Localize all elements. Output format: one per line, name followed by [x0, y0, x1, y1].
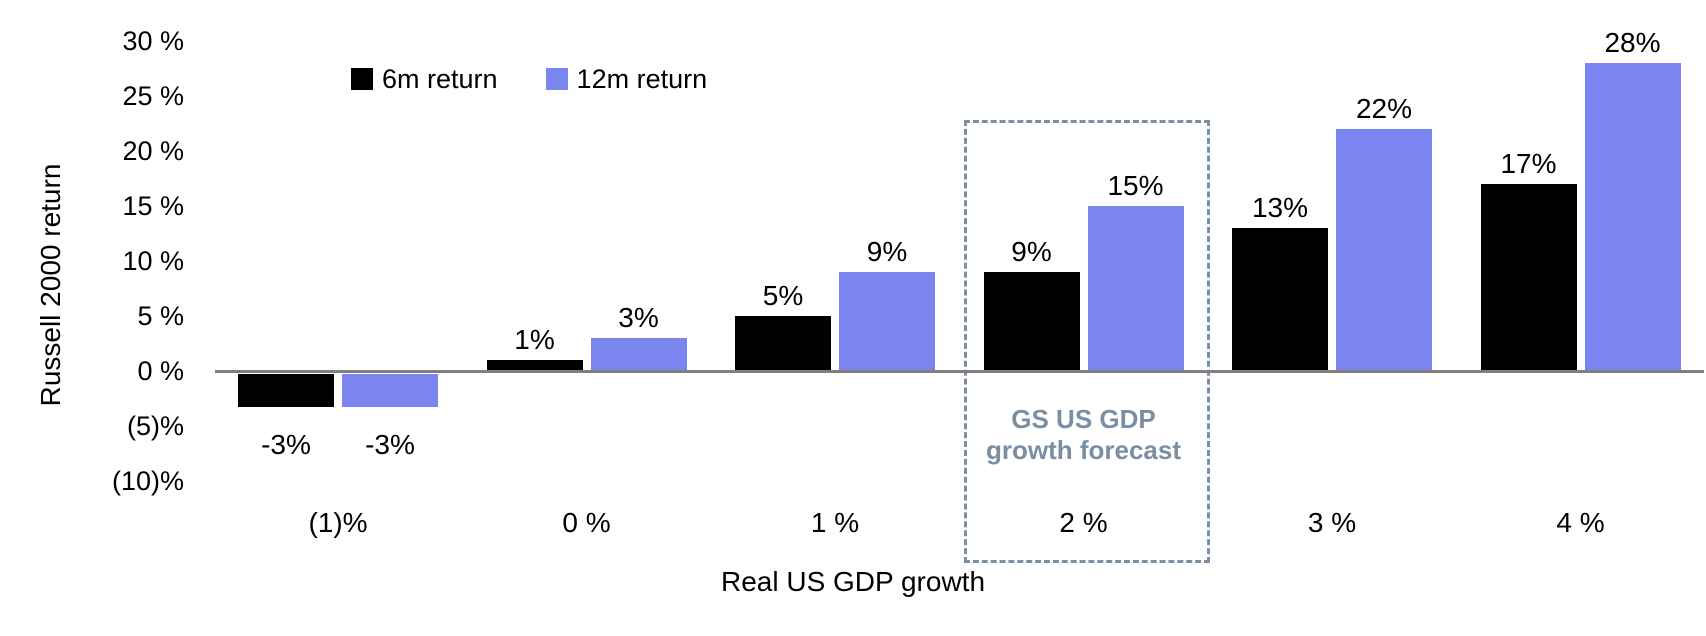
bar-6m-return [735, 316, 831, 371]
bar-12m-return [839, 272, 935, 371]
bar-6m-return [238, 374, 334, 407]
y-tick-label: 0 % [137, 356, 184, 386]
bar-12m-return [342, 374, 438, 407]
bar-value-label: 13% [1251, 192, 1309, 223]
bar-value-label: 5% [762, 280, 804, 311]
bar-6m-return [1232, 228, 1328, 371]
bar-12m-return [1336, 129, 1432, 371]
y-tick-label: 30 % [122, 26, 184, 56]
forecast-annotation-line2: growth forecast [985, 435, 1182, 466]
legend-label-12m-return: 12m return [576, 64, 708, 94]
forecast-annotation: GS US GDP growth forecast [964, 404, 1204, 466]
legend-item-12m-return: 12m return [545, 64, 708, 94]
legend-item-6m-return: 6m return [351, 64, 498, 94]
bar-6m-return [1480, 184, 1577, 371]
legend: 6m return 12m return [351, 64, 708, 94]
x-tick-label: 3 % [1307, 507, 1357, 538]
y-tick-label: 15 % [122, 191, 184, 221]
x-tick-label: 0 % [562, 507, 611, 538]
x-axis-title: Real US GDP growth [720, 566, 986, 597]
legend-label-6m-return: 6m return [382, 64, 498, 94]
bar-6m-return [486, 360, 583, 371]
bar-value-label: 22% [1355, 93, 1413, 124]
bar-6m-return [983, 272, 1080, 371]
legend-swatch-12m-return [545, 68, 568, 90]
bar-value-label: 9% [866, 236, 908, 267]
bar-value-label: -3% [261, 429, 311, 460]
y-tick-label: 10 % [122, 246, 184, 276]
x-tick-label: 4 % [1556, 507, 1605, 538]
y-tick-label: 5 % [137, 301, 184, 331]
bar-value-label: 1% [514, 324, 555, 355]
bar-value-label: 9% [1011, 236, 1052, 267]
zero-axis-line [215, 370, 1704, 373]
y-tick-label: (10)% [111, 466, 184, 496]
x-tick-label: (1)% [308, 507, 368, 538]
forecast-highlight-box [963, 120, 1210, 563]
bar-12m-return [1087, 206, 1184, 371]
bar-value-label: 3% [618, 302, 659, 333]
x-tick-label: 1 % [810, 507, 860, 538]
bar-12m-return [1584, 63, 1681, 371]
bar-value-label: 28% [1604, 27, 1661, 58]
bar-value-label: 17% [1500, 148, 1557, 179]
y-tick-label: 20 % [122, 136, 184, 166]
x-tick-label: 2 % [1059, 507, 1108, 538]
y-tick-label: 25 % [122, 81, 184, 111]
y-tick-label: (5)% [126, 411, 184, 441]
bar-value-label: -3% [365, 429, 415, 460]
bar-value-label: 15% [1107, 170, 1164, 201]
forecast-annotation-line1: GS US GDP [1011, 404, 1156, 434]
bar-12m-return [590, 338, 687, 371]
legend-swatch-6m-return [351, 68, 373, 90]
